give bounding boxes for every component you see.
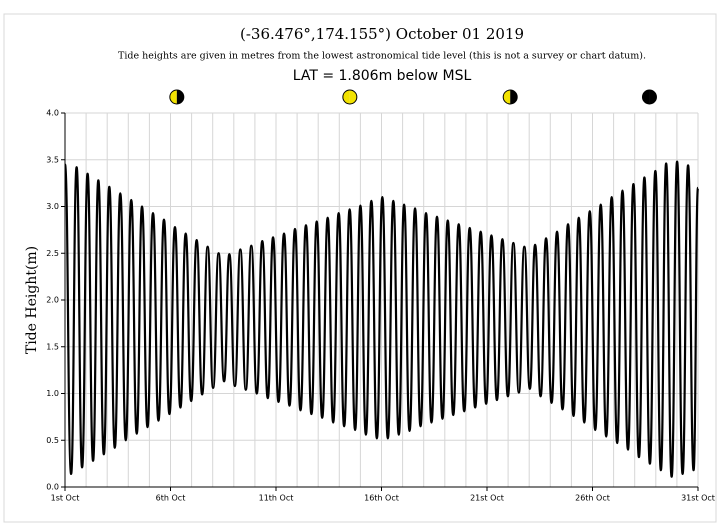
y-tick-label: 4.0	[46, 109, 59, 118]
x-tick-label: 26th Oct	[575, 494, 610, 503]
moon-half	[169, 90, 177, 104]
x-tick-label: 31st Oct	[681, 494, 715, 503]
moon-half	[642, 90, 650, 104]
chart-title: (-36.476°,174.155°) October 01 2019	[240, 25, 524, 43]
y-tick-label: 2.5	[46, 249, 59, 258]
y-tick-label: 2.0	[46, 296, 59, 305]
moon-outline	[169, 89, 185, 105]
y-tick-label: 0.0	[46, 483, 59, 492]
y-tick-label: 3.0	[46, 202, 59, 211]
x-tick-label: 21st Oct	[470, 494, 504, 503]
moon-icon	[169, 89, 185, 105]
moon-half	[649, 90, 657, 104]
y-tick-label: 1.0	[46, 389, 59, 398]
tide-line	[63, 160, 700, 478]
moon-half	[349, 90, 357, 104]
moon-icon	[641, 89, 657, 105]
x-tick-label: 1st Oct	[51, 494, 80, 503]
y-axis-label: Tide Height(m)	[24, 246, 40, 354]
y-tick-label: 3.5	[46, 155, 59, 164]
x-tick-label: 16th Oct	[364, 494, 399, 503]
moon-half	[503, 90, 511, 104]
moon-icon	[502, 89, 518, 105]
x-tick-label: 6th Oct	[156, 494, 186, 503]
y-tick-label: 1.5	[46, 342, 59, 351]
moon-half	[342, 90, 350, 104]
moon-half	[510, 90, 518, 104]
frame	[3, 13, 717, 523]
moon-outline	[502, 89, 518, 105]
datum-note: LAT = 1.806m below MSL	[293, 68, 472, 84]
moon-half	[176, 90, 184, 104]
chart-subtitle: Tide heights are given in metres from th…	[118, 51, 646, 62]
moon-icon	[342, 89, 358, 105]
x-tick-label: 11th Oct	[259, 494, 294, 503]
moon-outline	[641, 89, 657, 105]
y-tick-label: 0.5	[46, 436, 59, 445]
moon-outline	[342, 89, 358, 105]
